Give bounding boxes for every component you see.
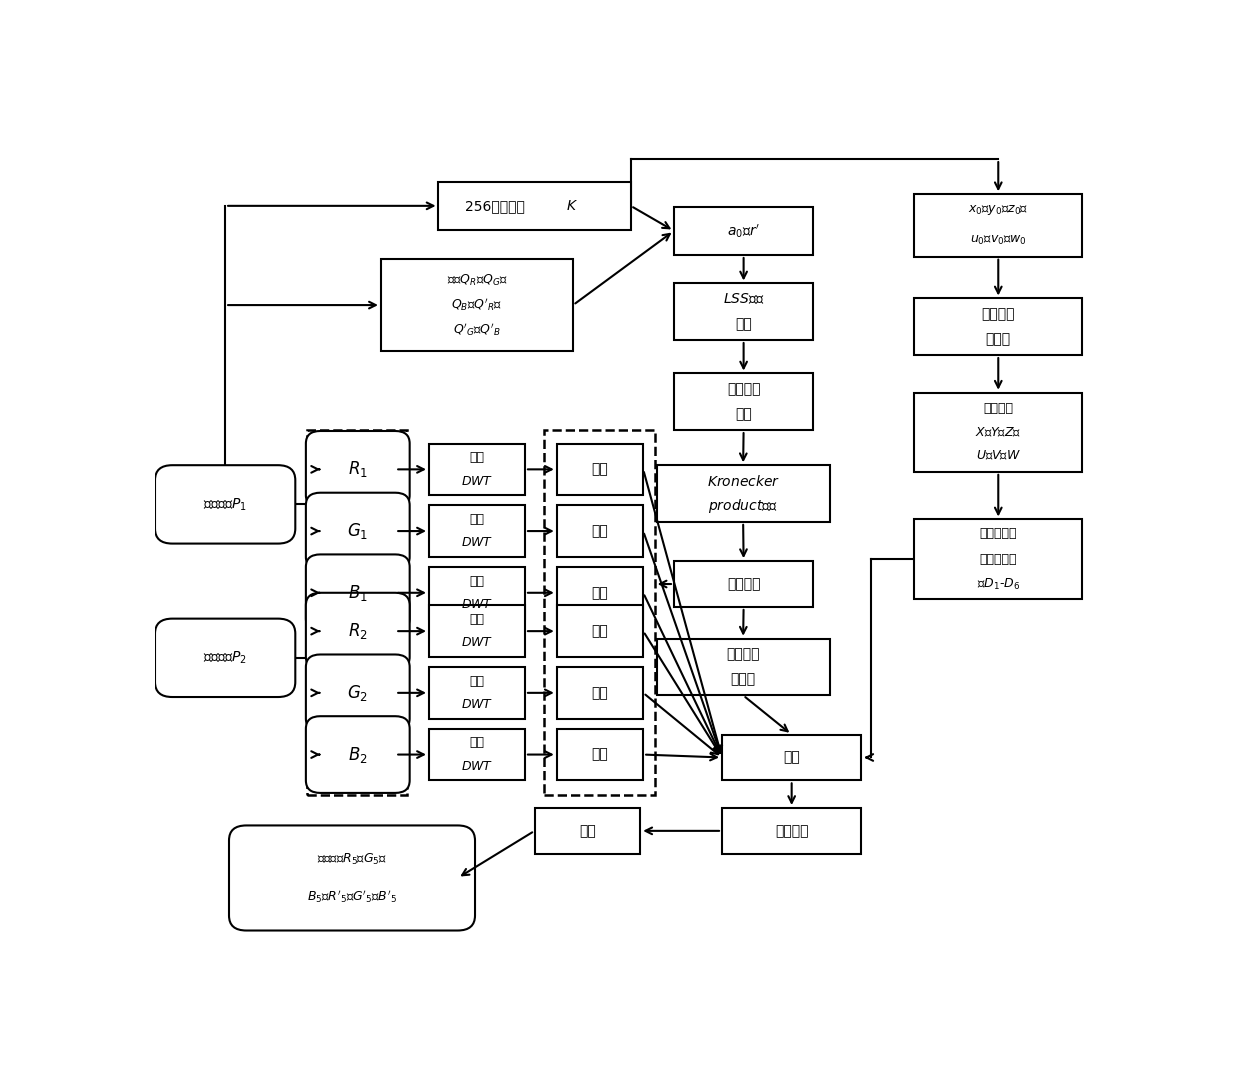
Text: $Kronecker$: $Kronecker$ [707, 473, 780, 488]
FancyBboxPatch shape [675, 374, 813, 430]
Text: $DWT$: $DWT$ [461, 760, 494, 773]
FancyBboxPatch shape [306, 654, 409, 731]
Text: 六维超混: 六维超混 [982, 308, 1016, 322]
Text: 解优化: 解优化 [730, 673, 755, 687]
Text: 测量矩阵: 测量矩阵 [727, 577, 760, 591]
Text: 矩阵: 矩阵 [735, 407, 751, 421]
FancyBboxPatch shape [557, 605, 644, 657]
FancyBboxPatch shape [557, 505, 644, 557]
FancyBboxPatch shape [429, 566, 525, 618]
Text: $a_0$、$r'$: $a_0$、$r'$ [727, 222, 760, 239]
Text: 256位哈希值: 256位哈希值 [465, 199, 525, 213]
Text: $LSS$混沌: $LSS$混沌 [723, 292, 764, 306]
Text: $K$: $K$ [565, 199, 578, 213]
FancyBboxPatch shape [675, 207, 813, 256]
Text: $X$、$Y$、$Z$、: $X$、$Y$、$Z$、 [975, 426, 1022, 439]
Text: 量化: 量化 [579, 824, 596, 838]
Text: 明文图像$P_2$: 明文图像$P_2$ [203, 650, 247, 666]
Text: $DWT$: $DWT$ [461, 536, 494, 549]
Text: $G_2$: $G_2$ [347, 683, 368, 703]
FancyBboxPatch shape [675, 284, 813, 340]
FancyBboxPatch shape [557, 667, 644, 719]
FancyBboxPatch shape [557, 566, 644, 618]
Text: $B_2$: $B_2$ [348, 744, 367, 765]
FancyBboxPatch shape [229, 825, 475, 930]
FancyBboxPatch shape [675, 561, 813, 606]
Text: 得到索引向: 得到索引向 [980, 552, 1017, 565]
FancyBboxPatch shape [534, 808, 640, 853]
Text: 量$D_1$-$D_6$: 量$D_1$-$D_6$ [977, 576, 1021, 591]
Text: $DWT$: $DWT$ [461, 699, 494, 712]
FancyBboxPatch shape [155, 618, 295, 697]
Text: 测量: 测量 [591, 462, 609, 477]
Text: 生成序列: 生成序列 [983, 403, 1013, 416]
Text: $B_5$、$R'_5$、$G'_5$、$B'_5$: $B_5$、$R'_5$、$G'_5$、$B'_5$ [308, 888, 397, 904]
Text: 沌系统: 沌系统 [986, 332, 1011, 347]
FancyBboxPatch shape [429, 505, 525, 557]
Text: 奇异值分: 奇异值分 [727, 648, 760, 662]
FancyBboxPatch shape [722, 734, 862, 781]
Text: $R_2$: $R_2$ [348, 622, 368, 641]
Text: $Q'_G$、$Q'_B$: $Q'_G$、$Q'_B$ [453, 322, 501, 338]
Text: 测量: 测量 [591, 624, 609, 638]
Text: 置乱矩阵: 置乱矩阵 [775, 824, 808, 838]
FancyBboxPatch shape [306, 592, 409, 669]
FancyBboxPatch shape [429, 444, 525, 495]
Text: 二维: 二维 [470, 452, 485, 465]
FancyBboxPatch shape [155, 466, 295, 544]
FancyBboxPatch shape [306, 716, 409, 793]
Text: 明文图像$P_1$: 明文图像$P_1$ [203, 496, 247, 512]
FancyBboxPatch shape [439, 182, 631, 230]
FancyBboxPatch shape [429, 667, 525, 719]
Text: 二维: 二维 [470, 513, 485, 526]
FancyBboxPatch shape [657, 639, 830, 695]
Text: $u_0$、$v_0$、$w_0$: $u_0$、$v_0$、$w_0$ [970, 234, 1027, 247]
Text: 系统: 系统 [735, 317, 751, 331]
FancyBboxPatch shape [306, 431, 409, 508]
Text: 测量: 测量 [591, 586, 609, 600]
Text: $Q_B$、$Q'_R$、: $Q_B$、$Q'_R$、 [451, 297, 502, 313]
Text: 二维: 二维 [470, 736, 485, 749]
Text: 密文图像$R_5$、$G_5$、: 密文图像$R_5$、$G_5$、 [317, 852, 387, 867]
Text: $DWT$: $DWT$ [461, 637, 494, 650]
Text: $DWT$: $DWT$ [461, 474, 494, 487]
FancyBboxPatch shape [306, 493, 409, 570]
FancyBboxPatch shape [557, 729, 644, 781]
FancyBboxPatch shape [914, 299, 1083, 355]
Text: $DWT$: $DWT$ [461, 598, 494, 611]
FancyBboxPatch shape [914, 393, 1083, 472]
FancyBboxPatch shape [557, 444, 644, 495]
FancyBboxPatch shape [914, 194, 1083, 257]
Text: 四个低维: 四个低维 [727, 382, 760, 396]
FancyBboxPatch shape [657, 466, 830, 522]
Text: $G_1$: $G_1$ [347, 521, 368, 542]
Text: $x_0$、$y_0$、$z_0$、: $x_0$、$y_0$、$z_0$、 [968, 204, 1028, 218]
Text: 二维: 二维 [470, 613, 485, 626]
Text: $B_1$: $B_1$ [348, 583, 368, 603]
Text: 测量: 测量 [591, 524, 609, 538]
Text: $U$、$V$、$W$: $U$、$V$、$W$ [976, 449, 1021, 462]
Text: 测量: 测量 [591, 747, 609, 761]
FancyBboxPatch shape [306, 554, 409, 631]
Text: 升序排序，: 升序排序， [980, 527, 1017, 540]
FancyBboxPatch shape [429, 729, 525, 781]
FancyBboxPatch shape [914, 520, 1083, 599]
Text: $product$扩展: $product$扩展 [708, 497, 779, 516]
Text: 二维: 二维 [470, 575, 485, 588]
Text: $R_1$: $R_1$ [347, 459, 368, 480]
FancyBboxPatch shape [381, 259, 573, 351]
Text: 测量: 测量 [591, 686, 609, 700]
Text: 参数$Q_R$、$Q_G$、: 参数$Q_R$、$Q_G$、 [446, 273, 507, 288]
Text: 置乱: 置乱 [784, 751, 800, 765]
FancyBboxPatch shape [722, 808, 862, 853]
Text: 二维: 二维 [470, 675, 485, 688]
FancyBboxPatch shape [429, 605, 525, 657]
